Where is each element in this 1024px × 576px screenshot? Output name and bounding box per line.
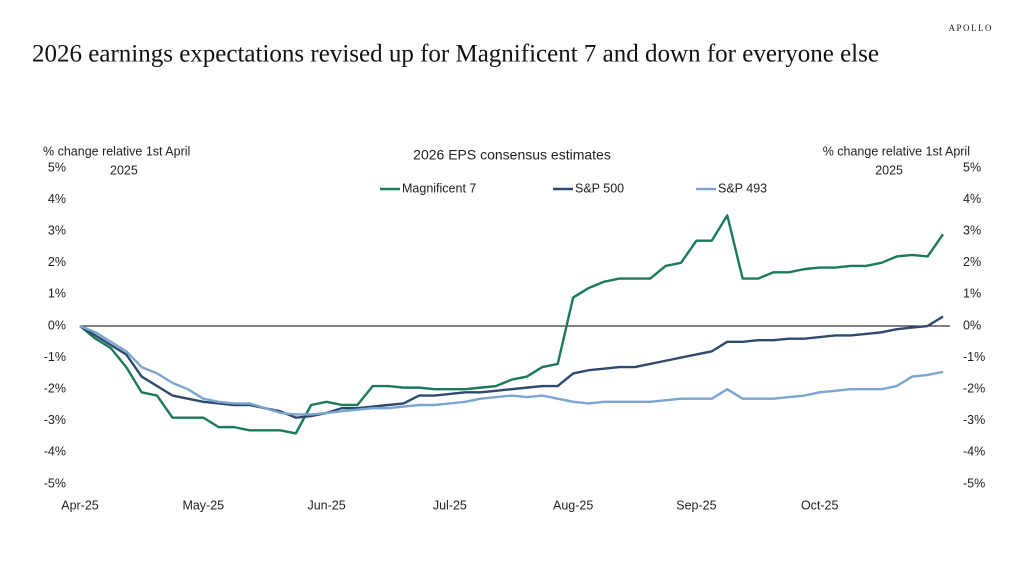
x-tick-label: Jun-25 [307, 498, 345, 512]
chart-title: 2026 earnings expectations revised up fo… [32, 41, 879, 68]
line [79, 214, 944, 435]
y2-tick-label: -3% [963, 413, 985, 427]
y-axis-label: % change relative 1st April [43, 144, 190, 158]
y2-axis-label: 2025 [875, 163, 903, 177]
y2-tick-label: -5% [963, 476, 985, 490]
line [79, 315, 944, 419]
y2-axis-label: % change relative 1st April [823, 144, 970, 158]
y2-tick-label: -2% [963, 381, 985, 395]
legend-label: S&P 493 [718, 181, 767, 195]
y-tick-label: -5% [44, 476, 66, 490]
y-tick-label: 3% [48, 223, 66, 237]
legend-label: S&P 500 [575, 181, 624, 195]
legend-label: Magnificent 7 [402, 181, 476, 195]
line [79, 324, 944, 416]
y2-tick-label: 2% [963, 255, 981, 269]
brand: APOLLO [949, 23, 994, 33]
chart-subtitle: 2026 EPS consensus estimates [413, 147, 611, 163]
y-tick-label: -1% [44, 350, 66, 364]
y-tick-label: 1% [48, 287, 66, 301]
y-tick-label: -2% [44, 381, 66, 395]
y2-tick-label: 0% [963, 318, 981, 332]
y2-tick-label: -1% [963, 350, 985, 364]
x-tick-label: Oct-25 [801, 498, 839, 512]
y2-tick-label: 3% [963, 223, 981, 237]
y2-tick-label: 1% [963, 287, 981, 301]
y-tick-label: -3% [44, 413, 66, 427]
x-tick-label: Apr-25 [61, 498, 99, 512]
y-tick-label: 4% [48, 192, 66, 206]
x-tick-label: Aug-25 [553, 498, 593, 512]
y-axis-label: 2025 [110, 163, 138, 177]
x-tick-label: Jul-25 [433, 498, 467, 512]
y-tick-label: 0% [48, 318, 66, 332]
y-tick-label: 5% [48, 160, 66, 174]
y-tick-label: -4% [44, 445, 66, 459]
x-tick-label: May-25 [182, 498, 224, 512]
y2-tick-label: 4% [963, 192, 981, 206]
y2-tick-label: -4% [963, 445, 985, 459]
x-tick-label: Sep-25 [676, 498, 716, 512]
y2-tick-label: 5% [963, 160, 981, 174]
y-tick-label: 2% [48, 255, 66, 269]
